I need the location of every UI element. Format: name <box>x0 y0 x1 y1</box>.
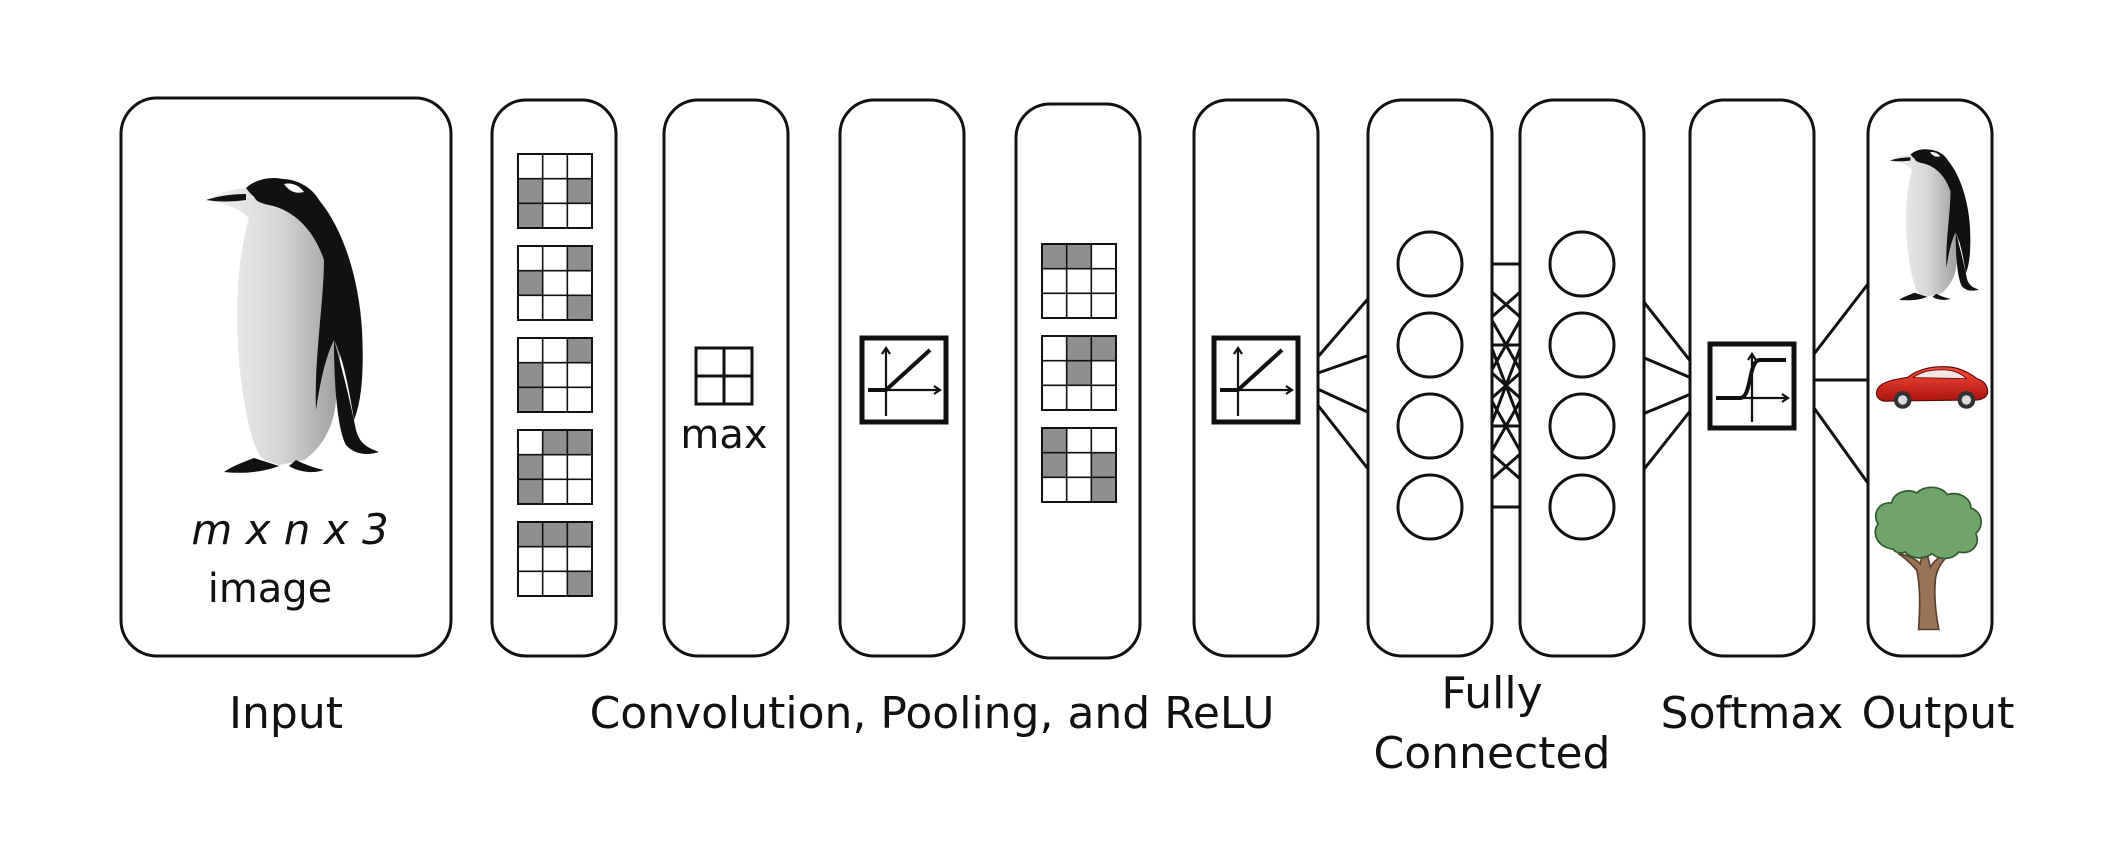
max-pooling-icon <box>694 346 754 406</box>
filter-grid <box>517 153 593 229</box>
input-label: Input <box>229 688 343 739</box>
pooling-operation-text: max <box>680 412 767 458</box>
relu-function-icon <box>859 335 949 425</box>
neuron <box>1396 230 1464 298</box>
neuron <box>1548 392 1616 460</box>
neuron <box>1396 392 1464 460</box>
conv-pool-relu-label: Convolution, Pooling, and ReLU <box>590 688 1275 739</box>
filter-grid <box>517 429 593 505</box>
neuron <box>1548 230 1616 298</box>
fully-connected-label-line1: Fully <box>1441 668 1542 719</box>
fully-connected-neurons <box>1396 230 1616 541</box>
softmax-function-icon <box>1707 341 1797 431</box>
softmax-label: Softmax <box>1661 688 1844 739</box>
input-image-text: image <box>208 566 333 612</box>
neuron <box>1396 311 1464 379</box>
neuron <box>1548 311 1616 379</box>
output-label: Output <box>1862 688 2015 739</box>
neuron <box>1396 473 1464 541</box>
filter-grid <box>517 337 593 413</box>
filter-grid <box>517 521 593 597</box>
input-dimensions-text: m x n x 3 <box>191 505 388 554</box>
filter-grid <box>1041 335 1117 411</box>
conv-filter-stack <box>517 153 593 597</box>
pooling-panel <box>662 98 790 658</box>
neuron <box>1548 473 1616 541</box>
conv-filter-stack-2 <box>1041 243 1117 503</box>
filter-grid <box>517 245 593 321</box>
fully-connected-label-line2: Connected <box>1374 728 1611 779</box>
filter-grid <box>1041 243 1117 319</box>
relu-function-icon-2 <box>1211 335 1301 425</box>
filter-grid <box>1041 427 1117 503</box>
